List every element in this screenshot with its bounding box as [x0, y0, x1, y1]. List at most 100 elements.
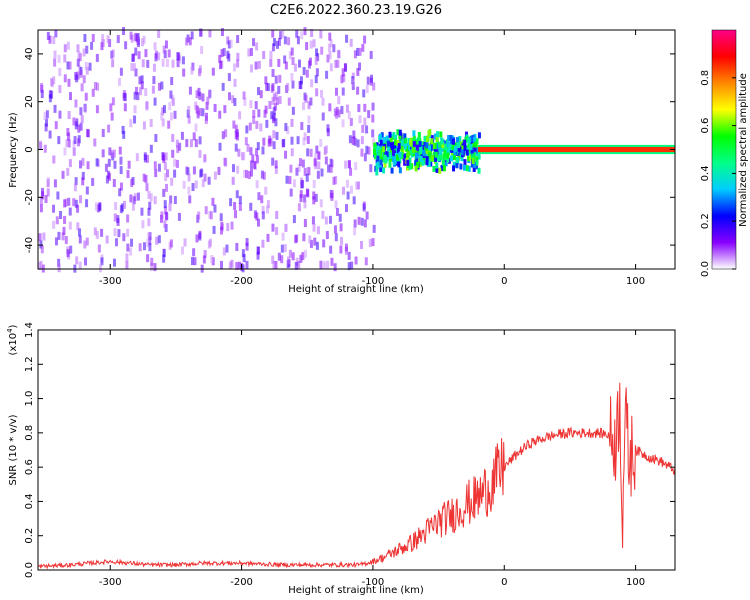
heatmap-cell: [137, 51, 141, 60]
heatmap-cell: [281, 232, 285, 241]
heatmap-cell: [292, 215, 296, 224]
heatmap-cell: [325, 145, 329, 154]
heatmap-cell: [357, 216, 361, 225]
heatmap-cell: [254, 101, 258, 110]
heatmap-cell: [376, 161, 380, 168]
heatmap-cell: [342, 74, 346, 83]
heatmap-cell: [76, 44, 80, 53]
heatmap-cell: [319, 30, 323, 39]
heatmap-cell: [188, 195, 192, 204]
heatmap-cell: [275, 97, 279, 106]
heatmap-cell: [433, 133, 437, 140]
heatmap-cell: [472, 161, 476, 168]
heatmap-cell: [129, 119, 133, 128]
heatmap-cell: [148, 243, 152, 252]
heatmap-cell: [213, 103, 217, 112]
heatmap-cell: [197, 87, 201, 96]
heatmap-cell: [361, 124, 365, 133]
heatmap-cell: [256, 246, 260, 255]
heatmap-cell: [283, 244, 287, 253]
heatmap-cell: [338, 213, 342, 222]
heatmap-x-tick-label: -300: [99, 276, 122, 287]
heatmap-cell: [162, 45, 166, 54]
heatmap-cell: [297, 59, 301, 68]
heatmap-cell: [444, 144, 448, 151]
heatmap-cell: [226, 223, 230, 232]
heatmap-cell: [332, 176, 336, 185]
heatmap-cell: [349, 38, 353, 47]
heatmap-cell: [160, 211, 164, 220]
heatmap-cell: [356, 139, 360, 148]
heatmap-cell: [284, 61, 288, 70]
heatmap-cell: [308, 235, 312, 244]
heatmap-cell: [408, 157, 412, 164]
heatmap-cell: [244, 137, 248, 146]
heatmap-cell: [316, 226, 320, 235]
heatmap-cell: [274, 102, 278, 111]
colorbar-ticks: 0.0 0.2 0.4 0.6 0.8: [700, 70, 736, 277]
heatmap-cell: [68, 159, 72, 168]
heatmap-cell: [297, 163, 301, 172]
heatmap-cell: [52, 155, 56, 164]
heatmap-cell: [227, 53, 231, 62]
heatmap-cell: [249, 202, 253, 211]
heatmap-cell: [453, 149, 457, 156]
heatmap-cell: [302, 66, 306, 75]
heatmap-cell: [340, 106, 344, 115]
heatmap-cell: [447, 134, 451, 141]
heatmap-cell: [131, 202, 135, 211]
heatmap-cell: [286, 82, 290, 91]
heatmap-cell: [440, 165, 444, 172]
heatmap-cell: [458, 146, 462, 153]
heatmap-cell: [166, 169, 170, 178]
heatmap-cell: [329, 63, 333, 72]
heatmap-cell: [64, 236, 68, 245]
heatmap-cell: [192, 132, 196, 141]
snr-y-tick-label: 0.8: [24, 425, 35, 441]
heatmap-cell: [101, 149, 105, 158]
heatmap-cell: [48, 90, 52, 99]
heatmap-cell: [261, 146, 265, 155]
heatmap-cell: [408, 149, 412, 156]
heatmap-cell: [79, 160, 83, 169]
heatmap-cell: [322, 239, 326, 248]
heatmap-cell: [465, 165, 469, 172]
heatmap-cell: [233, 63, 237, 72]
heatmap-cell: [52, 220, 56, 229]
heatmap-cell: [340, 75, 344, 84]
heatmap-cell: [140, 81, 144, 90]
heatmap-cell: [77, 124, 81, 133]
heatmap-cell: [90, 41, 94, 50]
heatmap-cell: [392, 149, 396, 156]
heatmap-cell: [236, 35, 240, 44]
heatmap-cell: [417, 137, 421, 144]
heatmap-cell: [294, 261, 298, 270]
heatmap-cell: [432, 151, 436, 158]
heatmap-cell: [57, 264, 61, 273]
heatmap-cell: [153, 263, 157, 272]
heatmap-cell: [438, 141, 442, 148]
heatmap-cell: [66, 61, 70, 70]
heatmap-cell: [310, 79, 314, 88]
heatmap-cell: [271, 83, 275, 92]
heatmap-cell: [136, 192, 140, 201]
heatmap-cell: [453, 145, 457, 152]
heatmap-cell: [233, 97, 237, 106]
heatmap-cell: [333, 225, 337, 234]
heatmap-cell: [329, 39, 333, 48]
heatmap-cell: [312, 196, 316, 205]
heatmap-cell: [353, 219, 357, 228]
heatmap-cell: [72, 198, 76, 207]
heatmap-cell: [79, 195, 83, 204]
heatmap-cell: [446, 152, 450, 159]
heatmap-cell: [43, 112, 47, 121]
heatmap-cell: [146, 154, 150, 163]
heatmap-cell: [452, 154, 456, 161]
heatmap-cell: [439, 154, 443, 161]
heatmap-cell: [394, 139, 398, 146]
heatmap-cell: [77, 51, 81, 60]
heatmap-cell: [303, 167, 307, 176]
heatmap-cell: [236, 52, 240, 61]
heatmap-cell: [208, 210, 212, 219]
heatmap-cell: [187, 173, 191, 182]
